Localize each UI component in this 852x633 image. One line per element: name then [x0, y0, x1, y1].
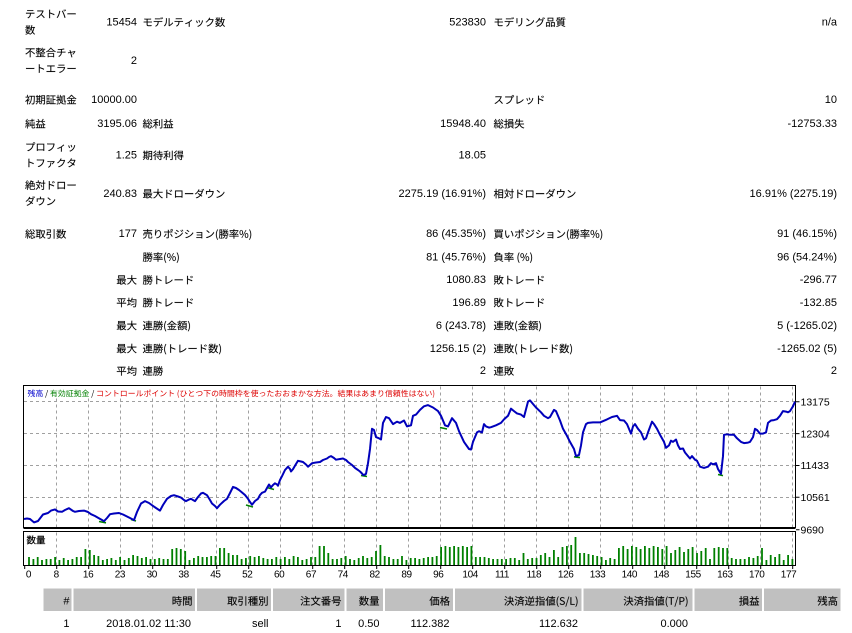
svg-text:118: 118 [526, 569, 542, 580]
svg-text:n/a: n/a [822, 16, 838, 28]
svg-text:8: 8 [54, 569, 60, 580]
svg-text:11433: 11433 [801, 460, 830, 472]
svg-text:-132.85: -132.85 [800, 297, 837, 309]
svg-text:10561: 10561 [801, 492, 830, 504]
svg-text:1: 1 [335, 618, 341, 630]
svg-text:10000.00: 10000.00 [91, 94, 137, 106]
svg-text:10: 10 [825, 94, 837, 106]
svg-text:60: 60 [274, 569, 285, 580]
svg-text:112.382: 112.382 [411, 618, 450, 630]
svg-text:9690: 9690 [801, 524, 825, 536]
svg-text:sell: sell [252, 618, 269, 630]
svg-text:1080.83: 1080.83 [446, 274, 486, 286]
svg-text:163: 163 [717, 569, 733, 580]
svg-text:133: 133 [590, 569, 606, 580]
svg-text:2018.01.02 11:30: 2018.01.02 11:30 [106, 618, 191, 630]
svg-text:0: 0 [26, 569, 32, 580]
svg-text:67: 67 [306, 569, 317, 580]
svg-text:13175: 13175 [801, 397, 830, 409]
svg-text:38: 38 [178, 569, 189, 580]
svg-text:52: 52 [242, 569, 253, 580]
svg-text:81 (45.76%): 81 (45.76%) [426, 251, 486, 263]
svg-text:104: 104 [462, 569, 478, 580]
svg-text:0.000: 0.000 [660, 618, 688, 630]
svg-text:12304: 12304 [801, 428, 830, 440]
svg-text:86 (45.35%): 86 (45.35%) [426, 228, 486, 240]
svg-text:523830: 523830 [449, 16, 486, 28]
svg-text:170: 170 [749, 569, 765, 580]
svg-text:1256.15 (2): 1256.15 (2) [430, 343, 486, 355]
svg-text:15454: 15454 [106, 16, 137, 28]
svg-text:-1265.02 (5): -1265.02 (5) [777, 343, 837, 355]
svg-text:91 (46.15%): 91 (46.15%) [777, 228, 837, 240]
svg-text:-12753.33: -12753.33 [787, 118, 837, 130]
svg-text:240.83: 240.83 [103, 188, 137, 200]
svg-text:-296.77: -296.77 [800, 274, 837, 286]
svg-text:140: 140 [622, 569, 638, 580]
svg-text:23: 23 [115, 569, 126, 580]
svg-text:16.91% (2275.19): 16.91% (2275.19) [750, 188, 837, 200]
svg-text:96: 96 [433, 569, 444, 580]
svg-text:148: 148 [653, 569, 669, 580]
svg-text:2: 2 [131, 55, 137, 67]
svg-text:2: 2 [480, 365, 486, 377]
svg-text:2: 2 [831, 365, 837, 377]
svg-text:89: 89 [401, 569, 412, 580]
svg-text:196.89: 196.89 [452, 297, 486, 309]
svg-text:177: 177 [119, 228, 137, 240]
svg-text:#: # [63, 595, 70, 607]
svg-text:1.25: 1.25 [116, 150, 137, 162]
svg-text:177: 177 [781, 569, 797, 580]
svg-text:82: 82 [369, 569, 380, 580]
svg-text:3195.06: 3195.06 [97, 118, 137, 130]
svg-text:5 (-1265.02): 5 (-1265.02) [777, 320, 837, 332]
svg-text:96 (54.24%): 96 (54.24%) [777, 251, 837, 263]
svg-text:112.632: 112.632 [539, 618, 578, 630]
svg-text:2275.19 (16.91%): 2275.19 (16.91%) [399, 188, 486, 200]
svg-text:1: 1 [63, 618, 69, 630]
svg-text:45: 45 [210, 569, 221, 580]
svg-text:74: 74 [338, 569, 349, 580]
svg-text:155: 155 [685, 569, 701, 580]
svg-text:18.05: 18.05 [458, 150, 486, 162]
svg-text:30: 30 [147, 569, 158, 580]
svg-text:15948.40: 15948.40 [440, 118, 486, 130]
svg-text:0.50: 0.50 [358, 618, 379, 630]
svg-text:126: 126 [558, 569, 574, 580]
svg-text:111: 111 [495, 569, 510, 580]
svg-text:16: 16 [83, 569, 94, 580]
svg-text:6 (243.78): 6 (243.78) [436, 320, 486, 332]
